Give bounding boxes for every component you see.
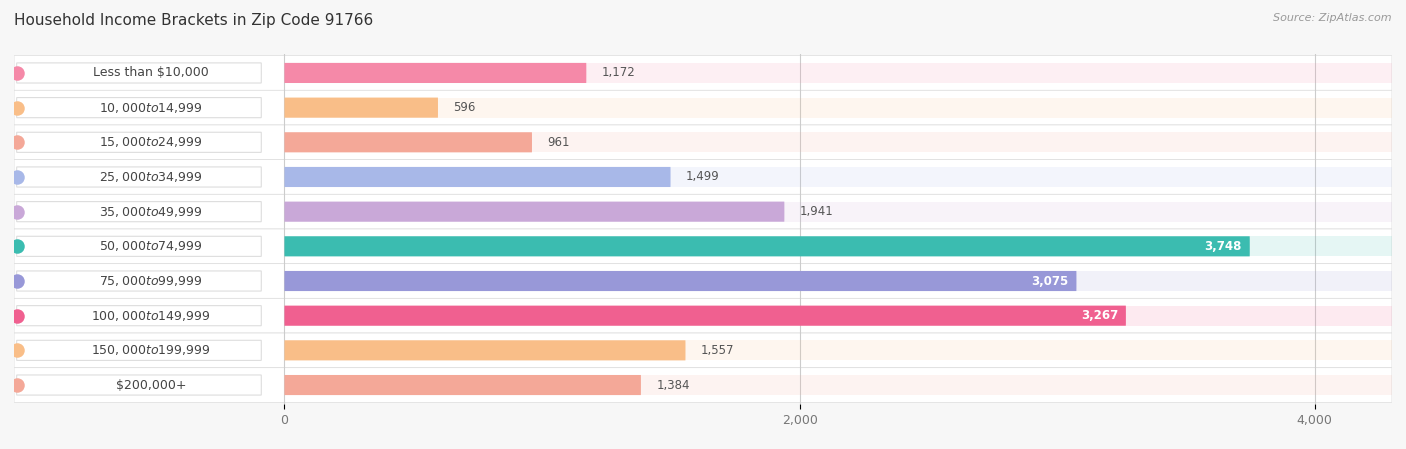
Text: 1,557: 1,557 [702, 344, 734, 357]
FancyBboxPatch shape [14, 264, 1392, 298]
Bar [284, 63, 1392, 83]
FancyBboxPatch shape [14, 125, 1392, 160]
FancyBboxPatch shape [14, 56, 1392, 90]
Bar [284, 271, 1392, 291]
Text: 1,941: 1,941 [800, 205, 834, 218]
Text: 3,748: 3,748 [1205, 240, 1241, 253]
FancyBboxPatch shape [17, 340, 262, 361]
FancyBboxPatch shape [17, 167, 262, 187]
Text: Household Income Brackets in Zip Code 91766: Household Income Brackets in Zip Code 91… [14, 13, 374, 28]
Text: $35,000 to $49,999: $35,000 to $49,999 [100, 205, 202, 219]
Text: $150,000 to $199,999: $150,000 to $199,999 [91, 343, 211, 357]
FancyBboxPatch shape [14, 298, 1392, 333]
Text: $15,000 to $24,999: $15,000 to $24,999 [100, 135, 202, 150]
Text: 596: 596 [454, 101, 475, 114]
FancyBboxPatch shape [17, 375, 262, 395]
FancyBboxPatch shape [284, 271, 1077, 291]
FancyBboxPatch shape [284, 63, 586, 83]
Text: $100,000 to $149,999: $100,000 to $149,999 [91, 308, 211, 323]
FancyBboxPatch shape [284, 375, 641, 395]
FancyBboxPatch shape [17, 202, 262, 222]
FancyBboxPatch shape [14, 229, 1392, 264]
FancyBboxPatch shape [284, 97, 439, 118]
Bar [284, 340, 1392, 361]
Text: $10,000 to $14,999: $10,000 to $14,999 [100, 101, 202, 114]
Bar [284, 236, 1392, 256]
Text: 1,384: 1,384 [657, 379, 690, 392]
Text: 961: 961 [547, 136, 569, 149]
FancyBboxPatch shape [17, 132, 262, 152]
FancyBboxPatch shape [284, 202, 785, 222]
Bar [284, 202, 1392, 222]
FancyBboxPatch shape [17, 271, 262, 291]
FancyBboxPatch shape [284, 306, 1126, 326]
Text: Less than $10,000: Less than $10,000 [93, 66, 209, 79]
FancyBboxPatch shape [14, 194, 1392, 229]
Text: $200,000+: $200,000+ [115, 379, 187, 392]
FancyBboxPatch shape [17, 63, 262, 83]
Text: $25,000 to $34,999: $25,000 to $34,999 [100, 170, 202, 184]
FancyBboxPatch shape [14, 160, 1392, 194]
FancyBboxPatch shape [284, 340, 686, 361]
FancyBboxPatch shape [284, 132, 531, 152]
Bar [284, 306, 1392, 326]
Bar [284, 167, 1392, 187]
Text: $75,000 to $99,999: $75,000 to $99,999 [100, 274, 202, 288]
FancyBboxPatch shape [14, 90, 1392, 125]
FancyBboxPatch shape [14, 368, 1392, 402]
Text: 3,267: 3,267 [1081, 309, 1118, 322]
FancyBboxPatch shape [17, 306, 262, 326]
FancyBboxPatch shape [17, 236, 262, 256]
Bar [284, 375, 1392, 395]
FancyBboxPatch shape [14, 333, 1392, 368]
FancyBboxPatch shape [17, 97, 262, 118]
FancyBboxPatch shape [284, 167, 671, 187]
Text: Source: ZipAtlas.com: Source: ZipAtlas.com [1274, 13, 1392, 23]
Bar [284, 132, 1392, 152]
Bar [284, 97, 1392, 118]
FancyBboxPatch shape [284, 236, 1250, 256]
Text: $50,000 to $74,999: $50,000 to $74,999 [100, 239, 202, 253]
Text: 1,172: 1,172 [602, 66, 636, 79]
Text: 3,075: 3,075 [1032, 274, 1069, 287]
Text: 1,499: 1,499 [686, 171, 720, 184]
